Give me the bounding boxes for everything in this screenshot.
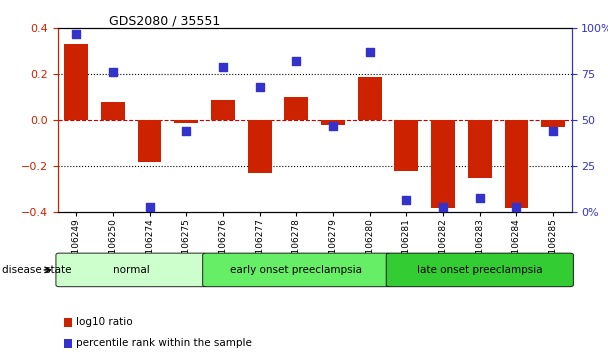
Point: [401, 197, 411, 202]
Bar: [101, 102, 125, 120]
Point: [291, 59, 301, 64]
Text: late onset preeclampsia: late onset preeclampsia: [417, 265, 542, 275]
Point: [511, 204, 521, 210]
Bar: [431, 120, 455, 208]
Text: disease state: disease state: [2, 265, 71, 275]
Text: GDS2080 / 35551: GDS2080 / 35551: [109, 14, 220, 27]
Point: [108, 70, 118, 75]
Point: [475, 195, 485, 200]
Point: [71, 31, 81, 37]
Point: [218, 64, 228, 70]
Bar: [541, 120, 565, 127]
Bar: [358, 77, 382, 120]
Point: [255, 84, 264, 90]
Bar: [137, 120, 162, 162]
Point: [328, 123, 338, 129]
Point: [438, 204, 448, 210]
Point: [365, 50, 375, 55]
Text: normal: normal: [112, 265, 150, 275]
Text: log10 ratio: log10 ratio: [76, 317, 133, 327]
Bar: [247, 120, 272, 173]
Bar: [285, 97, 308, 120]
Bar: [64, 45, 88, 120]
Point: [548, 129, 558, 134]
Point: [145, 204, 154, 210]
Text: percentile rank within the sample: percentile rank within the sample: [76, 338, 252, 348]
Bar: [505, 120, 528, 208]
Bar: [174, 120, 198, 123]
Point: [181, 129, 191, 134]
Bar: [321, 120, 345, 125]
Text: early onset preeclampsia: early onset preeclampsia: [230, 265, 362, 275]
Bar: [395, 120, 418, 171]
Bar: [211, 100, 235, 120]
Bar: [468, 120, 492, 178]
